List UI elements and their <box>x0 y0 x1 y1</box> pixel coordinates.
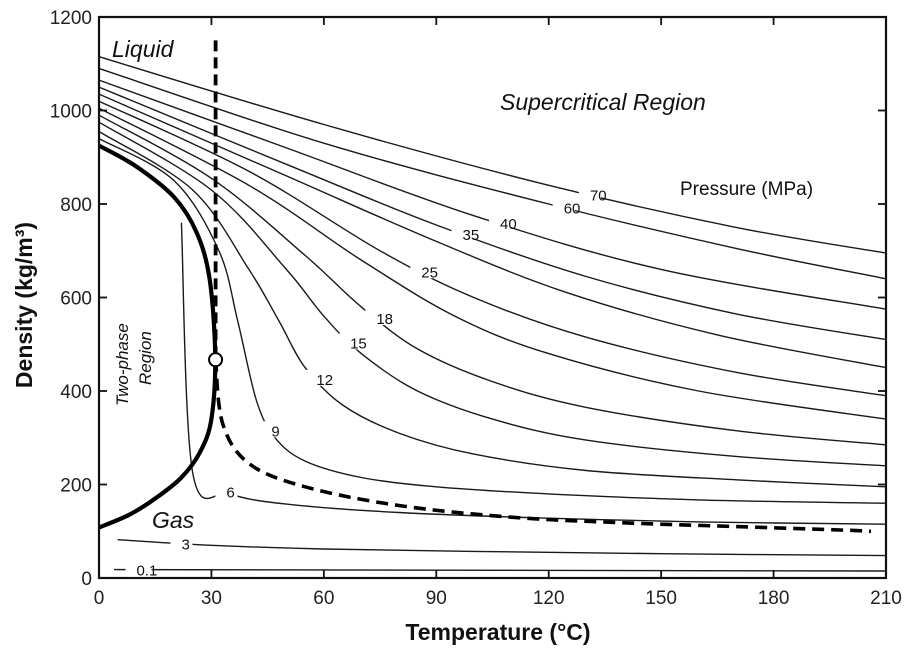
isobar-line-25 <box>98 100 887 397</box>
gas-label: Gas <box>152 507 195 533</box>
y-tick-label-200: 200 <box>60 476 92 497</box>
isobar-label-15: 15 <box>350 335 367 352</box>
isobar-label-25: 25 <box>421 264 438 281</box>
isobar-line-3 <box>117 539 887 557</box>
isobar-label-bg <box>365 309 388 326</box>
isobar-label-9: 9 <box>271 423 279 440</box>
x-tick-label-150: 150 <box>645 588 677 609</box>
isobar-label-3: 3 <box>181 536 189 553</box>
x-tick-label-120: 120 <box>533 588 565 609</box>
y-axis-title: Density (kg/m³) <box>11 222 37 388</box>
x-tick-label-180: 180 <box>758 588 790 609</box>
x-tick-label-210: 210 <box>870 588 902 609</box>
isobar-labels: 0.1 3 6 9 12 15 18 25 35 40 60 70 <box>125 185 607 580</box>
isobar-line-unlabeled-7 <box>98 107 887 420</box>
x-tick-label-0: 0 <box>94 588 105 609</box>
isobar-label-35: 35 <box>463 227 480 244</box>
pressure-legend-title: Pressure (MPa) <box>680 179 813 200</box>
isobar-label-bg <box>125 560 152 577</box>
isobar-line-15 <box>98 121 887 467</box>
y-tick-label-1000: 1000 <box>50 102 92 123</box>
isobar-label-bg <box>215 482 238 499</box>
isobar-label-18: 18 <box>376 311 393 328</box>
isobar-line-0.1 <box>113 568 887 572</box>
isobar-line-70 <box>98 56 887 254</box>
phase-boundary-group <box>97 40 872 534</box>
isobar-line-35 <box>98 86 887 341</box>
saturation-curve <box>97 143 218 530</box>
isobar-label-0.1: 0.1 <box>136 563 157 580</box>
isobar-line-18 <box>98 114 887 446</box>
isobar-label-bg <box>260 421 283 438</box>
isobar-label-bg <box>339 333 362 350</box>
isobar-label-bg <box>552 198 575 215</box>
isobar-line-60 <box>98 67 887 280</box>
critical-point-marker <box>208 352 224 368</box>
y-tick-label-400: 400 <box>60 382 92 403</box>
isobar-label-6: 6 <box>226 485 234 502</box>
isobar-line-unlabeled-9 <box>98 93 887 369</box>
supercritical-region-label: Supercritical Region <box>500 89 706 115</box>
two-phase-region-label-line1: Two-phase <box>113 323 132 406</box>
isobar-line-9 <box>98 137 887 504</box>
two-phase-region-label-line2: Region <box>136 331 155 385</box>
x-tick-label-60: 60 <box>313 588 334 609</box>
isobar-label-40: 40 <box>500 216 517 233</box>
x-axis-title: Temperature (°C) <box>405 619 590 645</box>
x-tick-label-30: 30 <box>201 588 222 609</box>
isobar-curves <box>98 56 887 572</box>
isobar-label-bg <box>578 185 601 202</box>
x-tick-label-90: 90 <box>426 588 447 609</box>
isobar-label-bg <box>410 262 433 279</box>
y-tick-label-800: 800 <box>60 195 92 216</box>
liquid-label: Liquid <box>112 36 175 62</box>
isobar-label-60: 60 <box>564 201 581 218</box>
axis-ticks: 0 30 60 90 120 150 180 210 0 200 400 600 800 1000 1200 <box>50 8 902 609</box>
isobar-label-12: 12 <box>316 372 333 389</box>
isobar-line-6 <box>180 222 887 525</box>
y-tick-label-600: 600 <box>60 289 92 310</box>
critical-isochore-dashed <box>213 359 872 534</box>
isobar-label-bg <box>451 225 474 242</box>
isobar-label-bg <box>305 369 328 386</box>
isobar-line-40 <box>98 79 887 310</box>
isobar-line-12 <box>98 130 887 488</box>
isobar-label-bg <box>488 214 511 231</box>
y-tick-label-1200: 1200 <box>50 8 92 29</box>
isobar-label-70: 70 <box>590 188 607 205</box>
isobar-label-bg <box>170 534 193 551</box>
y-tick-label-0: 0 <box>81 569 92 590</box>
